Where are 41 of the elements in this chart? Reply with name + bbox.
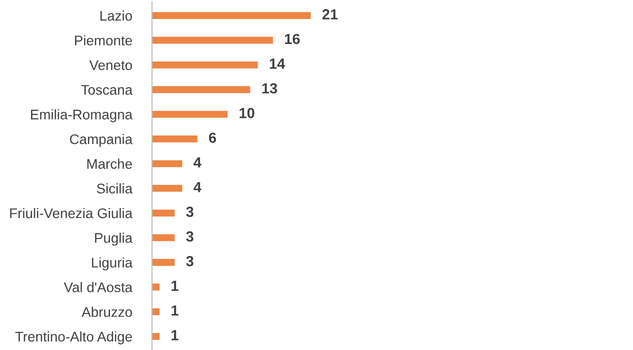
bar (152, 12, 311, 20)
y-tick-label: Puglia (95, 232, 133, 246)
bar (152, 86, 250, 94)
y-tick-label: Liguria (92, 257, 133, 270)
data-label: 4 (194, 182, 202, 192)
data-label: 16 (284, 34, 300, 44)
y-tick-label: Campania (70, 134, 133, 147)
bar (152, 234, 175, 242)
bar (152, 210, 175, 216)
bar (152, 61, 258, 68)
y-tick-label: Veneto (89, 60, 132, 70)
bar (152, 110, 228, 118)
data-label: 3 (186, 206, 194, 217)
bar (152, 136, 198, 142)
data-label: 1 (172, 305, 178, 316)
data-label: 6 (209, 132, 216, 143)
data-label: 4 (194, 157, 202, 168)
y-tick-label: Friuli-Venezia Giulia (10, 208, 133, 218)
y-tick-label: Abruzzo (82, 306, 132, 317)
data-label: 21 (322, 9, 338, 20)
bar (152, 36, 273, 44)
bar (152, 258, 175, 266)
y-tick-label: Val d'Aosta (64, 282, 133, 292)
y-tick-label: Lazio (100, 10, 132, 21)
bar (152, 160, 182, 168)
data-label: 13 (262, 83, 278, 94)
data-label: 3 (186, 231, 194, 242)
y-tick-label: Marche (87, 158, 132, 169)
y-tick-label: Piemonte (75, 35, 132, 46)
y-tick-label: Trentino-Alto Adige (15, 331, 132, 344)
bar (152, 332, 160, 340)
data-label: 1 (172, 330, 178, 340)
bar (152, 284, 160, 291)
data-label: 10 (240, 108, 254, 118)
y-tick-label: Sicilia (96, 183, 133, 194)
y-tick-label: Toscana (81, 85, 133, 95)
y-tick-label: Emilia-Romagna (31, 109, 133, 122)
data-label: 14 (270, 58, 286, 69)
bar (152, 184, 182, 192)
data-label: 1 (172, 280, 178, 291)
data-label: 3 (186, 256, 194, 266)
